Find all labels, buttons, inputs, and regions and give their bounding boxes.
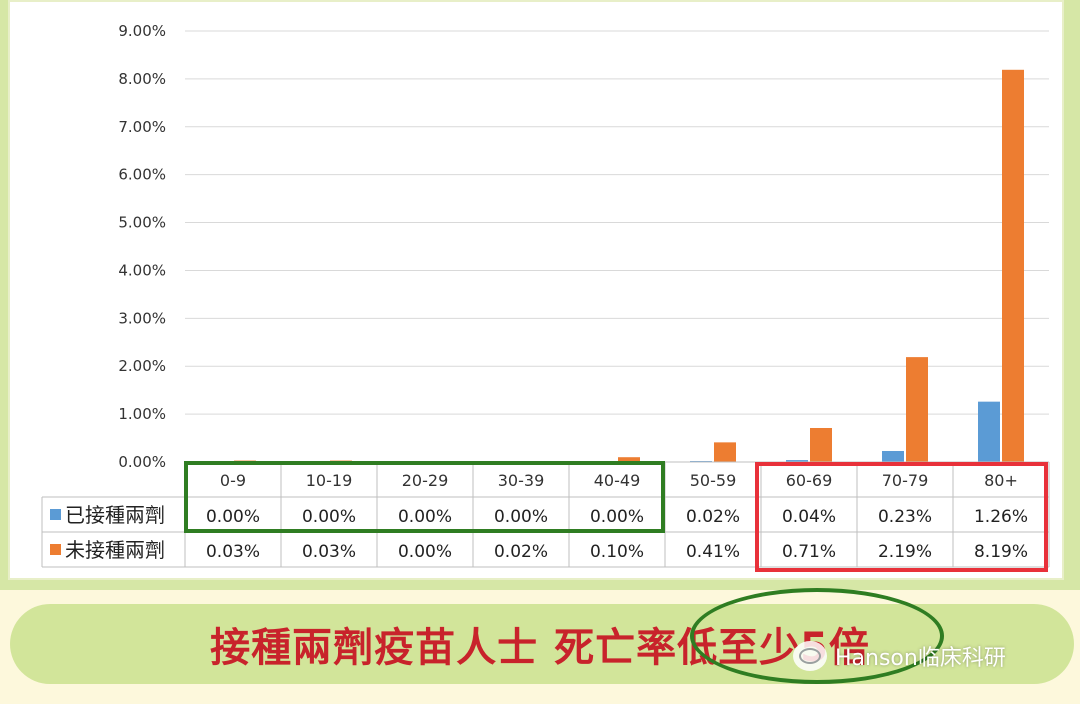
data-label: 0.10% xyxy=(590,542,644,562)
green-highlight-box xyxy=(184,461,665,533)
right-border xyxy=(1064,0,1080,590)
data-label: 0.00% xyxy=(206,507,260,527)
data-label: 0.02% xyxy=(686,507,740,527)
x-category-label: 20-29 xyxy=(402,471,449,490)
data-label: 0.00% xyxy=(398,542,452,562)
x-category-label: 0-9 xyxy=(220,471,246,490)
bar-vaccinated xyxy=(786,460,808,462)
data-label: 0.71% xyxy=(782,542,836,562)
legend-swatch xyxy=(50,544,61,555)
bar-unvaccinated xyxy=(906,357,928,462)
headline-part1: 接種兩劑疫苗人士 xyxy=(210,625,539,671)
y-tick-label: 1.00% xyxy=(118,405,166,423)
watermark: Hanson临床科研 xyxy=(793,640,1006,672)
bottom-border xyxy=(0,578,1080,590)
wechat-icon xyxy=(793,641,827,671)
bar-unvaccinated xyxy=(1002,69,1024,462)
watermark-text: Hanson临床科研 xyxy=(835,646,1006,671)
data-label: 0.23% xyxy=(878,507,932,527)
highlight-ellipse xyxy=(690,588,944,684)
y-tick-label: 9.00% xyxy=(118,22,166,40)
legend-label: 已接種兩劑 xyxy=(65,503,165,527)
red-highlight-box xyxy=(755,462,1048,572)
bar-unvaccinated xyxy=(714,442,736,462)
bar-chart: 0.00% 1.00% 2.00% 3.00% 4.00% 5.00% 6.00% 7.00%… xyxy=(41,22,1050,572)
x-category-label: 50-59 xyxy=(690,471,737,490)
legend-label: 未接種兩劑 xyxy=(65,538,165,562)
y-tick-label: 8.00% xyxy=(118,70,166,88)
data-label: 0.03% xyxy=(302,542,356,562)
x-category-label: 30-39 xyxy=(498,471,545,490)
data-label: 0.02% xyxy=(494,542,548,562)
x-category-label: 60-69 xyxy=(786,471,833,490)
bar-unvaccinated xyxy=(618,457,640,462)
data-label: 0.04% xyxy=(782,507,836,527)
data-label: 0.03% xyxy=(206,542,260,562)
y-tick-label: 0.00% xyxy=(118,453,166,471)
legend-swatch xyxy=(50,509,61,520)
y-tick-label: 4.00% xyxy=(118,261,166,279)
y-tick-label: 5.00% xyxy=(118,214,166,232)
data-label: 0.41% xyxy=(686,542,740,562)
data-label: 0.00% xyxy=(590,507,644,527)
bar-vaccinated xyxy=(882,450,904,462)
data-label: 8.19% xyxy=(974,542,1028,562)
bar-unvaccinated xyxy=(810,427,832,462)
data-label: 1.26% xyxy=(974,507,1028,527)
data-label: 2.19% xyxy=(878,542,932,562)
y-tick-label: 6.00% xyxy=(118,166,166,184)
x-category-label: 40-49 xyxy=(594,471,641,490)
left-border xyxy=(0,0,10,590)
y-tick-label: 3.00% xyxy=(118,309,166,327)
y-tick-label: 2.00% xyxy=(118,357,166,375)
x-category-label: 70-79 xyxy=(882,471,929,490)
bar-vaccinated xyxy=(978,401,1000,462)
y-tick-label: 7.00% xyxy=(118,118,166,136)
data-label: 0.00% xyxy=(398,507,452,527)
x-category-label: 10-19 xyxy=(306,471,353,490)
data-label: 0.00% xyxy=(302,507,356,527)
data-label: 0.00% xyxy=(494,507,548,527)
x-category-label: 80+ xyxy=(984,471,1018,490)
